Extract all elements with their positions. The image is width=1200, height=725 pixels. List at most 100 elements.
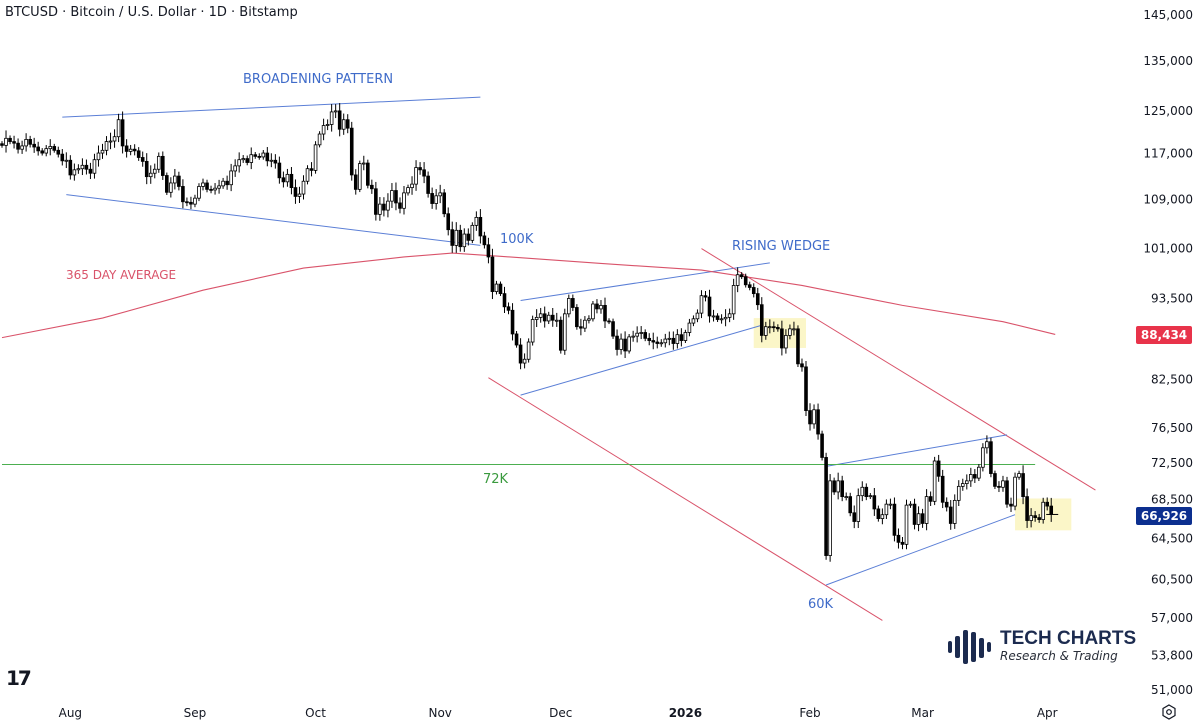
candle-down bbox=[253, 154, 258, 157]
candle-down bbox=[132, 148, 137, 152]
candle-up bbox=[884, 503, 889, 516]
candle-up bbox=[675, 334, 680, 344]
candle-up bbox=[285, 173, 290, 183]
candle-up bbox=[173, 175, 177, 184]
candle-down bbox=[872, 495, 877, 510]
candle-down bbox=[28, 139, 32, 145]
candle-down bbox=[647, 337, 652, 341]
candle-up bbox=[631, 335, 635, 338]
candle-down bbox=[1037, 517, 1041, 520]
candle-up bbox=[1013, 476, 1017, 507]
candle-up bbox=[313, 144, 318, 171]
candle-up bbox=[981, 447, 985, 468]
candle-up bbox=[960, 483, 965, 487]
x-tick-label: Oct bbox=[305, 706, 326, 720]
trendline-rising-wedge-top bbox=[520, 262, 770, 302]
candle-down bbox=[353, 174, 358, 190]
candle-down bbox=[892, 503, 897, 536]
candle-up bbox=[156, 155, 161, 170]
candle-down bbox=[655, 341, 660, 344]
candle-up bbox=[438, 192, 442, 197]
candle-down bbox=[510, 309, 515, 335]
candle-up bbox=[663, 338, 668, 344]
candle-down bbox=[398, 202, 402, 209]
candle-down bbox=[993, 473, 997, 487]
candle-up bbox=[534, 316, 539, 320]
candle-up bbox=[538, 313, 543, 318]
candle-up bbox=[977, 466, 981, 479]
candle-down bbox=[482, 235, 487, 246]
candle-down bbox=[430, 193, 434, 204]
annotation-broadening-pattern: BROADENING PATTERN bbox=[243, 72, 394, 87]
candle-down bbox=[140, 157, 145, 162]
candle-down bbox=[739, 274, 744, 278]
candle-down bbox=[679, 334, 684, 341]
candle-down bbox=[743, 276, 748, 286]
brand-name: TECH CHARTS bbox=[1000, 628, 1137, 649]
y-tick-label: 101,000 bbox=[1143, 242, 1193, 256]
candle-up bbox=[567, 298, 571, 315]
candle-up bbox=[44, 148, 49, 154]
candle-down bbox=[277, 162, 282, 179]
trendline-final-wedge-bottom bbox=[825, 514, 1016, 586]
y-tick-label: 60,500 bbox=[1151, 573, 1193, 587]
candle-down bbox=[349, 127, 354, 176]
candle-down bbox=[542, 313, 547, 322]
candle-down bbox=[84, 164, 89, 170]
candle-up bbox=[764, 326, 768, 336]
hexagon-settings-icon[interactable] bbox=[1161, 704, 1177, 720]
candle-down bbox=[579, 326, 583, 329]
trendline-broadening-top bbox=[62, 96, 481, 118]
candle-down bbox=[989, 441, 993, 474]
candle-up bbox=[985, 441, 989, 449]
tradingview-logo[interactable]: 𝟭𝟳 bbox=[6, 668, 32, 690]
candle-down bbox=[370, 184, 374, 190]
candle-down bbox=[1033, 515, 1037, 519]
candle-up bbox=[72, 169, 77, 176]
y-tick-label: 68,500 bbox=[1151, 492, 1193, 506]
candle-up bbox=[221, 180, 225, 187]
candle-up bbox=[691, 318, 696, 324]
candle-up bbox=[619, 338, 623, 350]
candle-down bbox=[603, 304, 607, 322]
candle-down bbox=[759, 304, 764, 336]
candle-down bbox=[751, 287, 756, 295]
candle-down bbox=[36, 146, 40, 152]
candle-down bbox=[824, 457, 828, 556]
candle-down bbox=[611, 321, 615, 337]
candle-down bbox=[997, 485, 1001, 488]
y-tick-label: 135,000 bbox=[1143, 54, 1193, 68]
candle-down bbox=[550, 314, 555, 321]
y-tick-label: 51,000 bbox=[1151, 683, 1193, 697]
candle-up bbox=[317, 133, 322, 146]
candle-down bbox=[643, 332, 647, 339]
candle-down bbox=[56, 149, 61, 155]
candle-down bbox=[394, 190, 398, 204]
candle-down bbox=[120, 119, 125, 147]
candle-up bbox=[390, 190, 394, 202]
candle-down bbox=[450, 229, 455, 246]
candle-up bbox=[924, 496, 929, 524]
candle-up bbox=[591, 303, 595, 320]
y-tick-label: 53,800 bbox=[1151, 648, 1193, 662]
candle-up bbox=[20, 145, 24, 150]
candle-up bbox=[454, 229, 459, 246]
y-tick-label: 72,500 bbox=[1151, 456, 1193, 470]
candle-down bbox=[912, 503, 917, 525]
candle-up bbox=[108, 140, 113, 143]
candle-down bbox=[165, 175, 169, 193]
candle-down bbox=[852, 512, 857, 522]
candle-down bbox=[68, 159, 73, 176]
candle-up bbox=[659, 342, 664, 345]
candle-up bbox=[386, 200, 390, 211]
candle-up bbox=[888, 503, 893, 506]
candle-down bbox=[973, 474, 977, 479]
candle-down bbox=[418, 167, 422, 171]
candle-up bbox=[727, 313, 732, 318]
candle-down bbox=[257, 155, 262, 158]
candle-up bbox=[237, 159, 241, 167]
y-tick-label: 125,000 bbox=[1143, 104, 1193, 118]
candle-up bbox=[969, 474, 973, 482]
candle-up bbox=[410, 183, 414, 189]
